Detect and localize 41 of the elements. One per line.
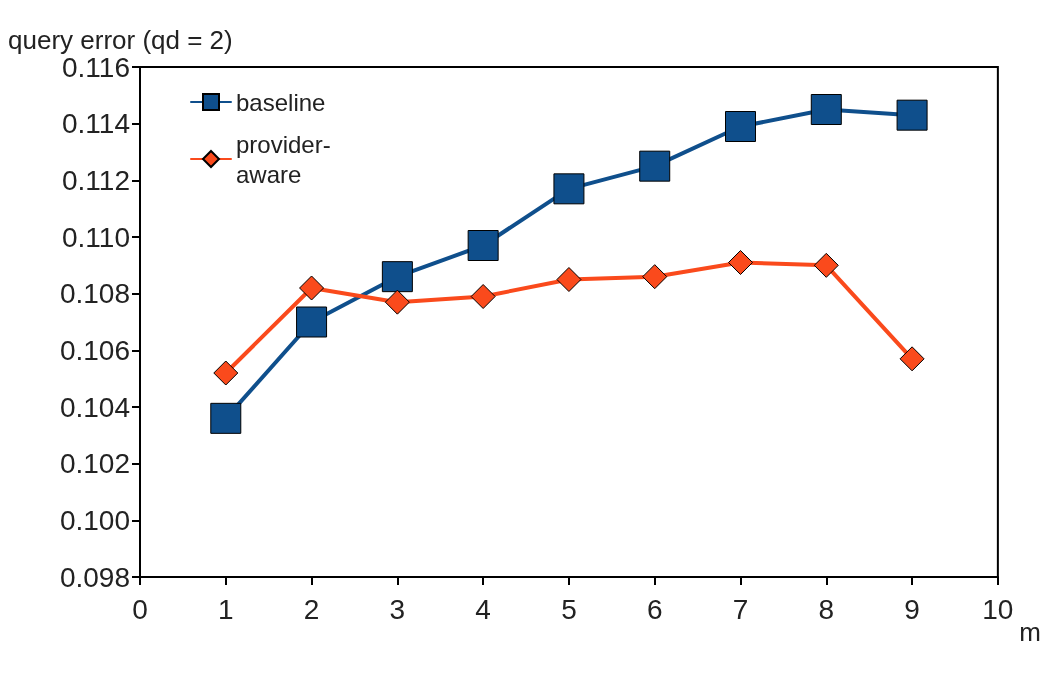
x-tick-label: 2 (303, 593, 320, 625)
point (213, 360, 239, 386)
x-tick-label: 1 (218, 593, 234, 625)
point (813, 252, 839, 278)
x-tick-label: 3 (389, 593, 406, 625)
y-tick-label: 0.106 (59, 334, 130, 366)
y-tick-label: 0.110 (62, 221, 130, 253)
point (296, 306, 328, 338)
point (470, 284, 496, 309)
legend-label: provider-aware (236, 130, 331, 188)
point (899, 346, 925, 372)
y-tick-label: 0.098 (59, 561, 130, 593)
x-tick-label: 10 (982, 593, 1014, 625)
legend-label: baseline (236, 88, 326, 116)
point (556, 267, 582, 292)
y-tick-label: 0.114 (62, 108, 130, 140)
point (639, 150, 671, 182)
point (810, 94, 842, 125)
point (728, 250, 754, 275)
point (467, 230, 499, 261)
y-tick-label: 0.100 (59, 504, 130, 536)
point (725, 111, 757, 142)
x-tick-label: 7 (732, 593, 749, 625)
y-tick-label: 0.108 (59, 278, 130, 310)
point (384, 289, 410, 315)
point (642, 264, 668, 290)
point (896, 99, 928, 131)
x-tick-label: 6 (646, 593, 663, 625)
point (299, 275, 325, 301)
x-tick-label: 8 (818, 593, 835, 625)
x-tick-label: 4 (475, 593, 491, 625)
x-tick-label: 5 (561, 593, 577, 625)
x-tick-label: 0 (132, 593, 148, 625)
x-tick-label: 9 (904, 593, 920, 625)
point (553, 173, 585, 205)
point (381, 261, 413, 293)
x-axis-title: m (1019, 617, 1041, 647)
y-tick-label: 0.112 (62, 164, 130, 196)
y-tick-label: 0.104 (59, 391, 130, 423)
point (210, 402, 242, 434)
y-tick-label: 0.102 (59, 448, 130, 480)
